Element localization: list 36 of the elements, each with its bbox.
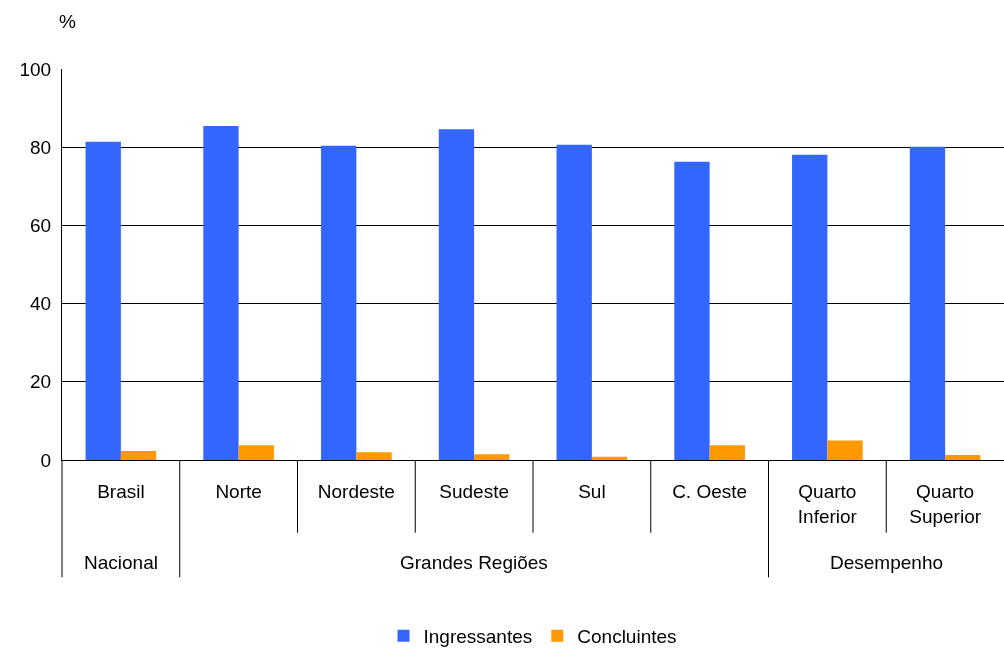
x-tick-label: Quarto Superior	[909, 480, 982, 527]
x-tick-label: Brasil	[97, 480, 145, 502]
bar	[474, 454, 510, 460]
y-tick-label: 40	[30, 293, 52, 315]
bar	[945, 454, 981, 460]
x-tick-label: Sudeste	[439, 480, 509, 502]
bar	[203, 126, 239, 460]
bar	[238, 445, 274, 460]
bar	[85, 141, 121, 460]
bar	[556, 144, 592, 460]
y-tick-label: 60	[30, 215, 52, 237]
y-axis-title: %	[59, 11, 76, 32]
y-tick-label: 100	[19, 58, 52, 80]
x-tick-label: Norte	[215, 480, 262, 502]
text: Nacional	[84, 552, 158, 573]
y-tick-label: 20	[30, 371, 52, 393]
bar	[709, 445, 745, 460]
x-tick-label: C. Oeste	[672, 480, 748, 502]
bar	[356, 452, 392, 460]
y-tick-label: 80	[30, 136, 52, 158]
bar	[438, 129, 475, 460]
x-tick-label: Nordeste	[317, 480, 395, 502]
bar	[120, 451, 157, 460]
x-tick-label: Sul	[578, 480, 606, 502]
y-tick-label: 0	[40, 449, 52, 471]
text: Desempenho	[830, 552, 944, 573]
bar	[321, 145, 357, 460]
bar	[792, 154, 828, 460]
text: Grandes Regiões	[400, 552, 548, 573]
legend-label: Ingressantes	[423, 626, 533, 648]
bar	[827, 440, 863, 460]
bar	[909, 146, 946, 460]
legend-label: Concluintes	[577, 626, 677, 648]
x-tick-label: Quarto Inferior	[797, 480, 858, 527]
bar	[674, 161, 710, 460]
bar	[591, 456, 628, 460]
